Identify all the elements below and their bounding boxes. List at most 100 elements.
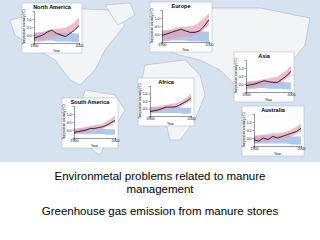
y-axis-title: Temperature anomaly (°C)	[62, 104, 66, 139]
y-tick: 0.0	[239, 83, 246, 87]
x-tick: 2000	[188, 116, 196, 121]
x-axis-title: Year	[265, 98, 273, 102]
tick-label: 2000	[76, 44, 84, 48]
x-axis-title: Year	[53, 49, 61, 53]
x-axis: 1900 2000	[71, 138, 120, 143]
model-band	[246, 66, 291, 89]
tick-label: 2000	[298, 147, 306, 151]
inset-background	[234, 52, 294, 102]
y-axis: 0.0 0.5 1.0	[239, 61, 247, 93]
tick-label: 2000	[188, 117, 196, 121]
y-axis: 0.00.51.0	[155, 11, 163, 43]
tick-mark	[253, 138, 255, 139]
observed-line	[162, 20, 209, 36]
tick-label: 0.0	[239, 83, 244, 87]
x-axis: 1900 2000	[159, 42, 214, 47]
x-axis-title: Year	[91, 144, 99, 148]
axis-line	[75, 139, 116, 140]
chart-title: Europe	[172, 3, 191, 9]
observed-line	[246, 71, 291, 85]
plot-marks	[254, 124, 301, 145]
y-axis: 0.00.51.0	[27, 12, 35, 44]
y-axis: 0.00.51.0	[67, 107, 75, 139]
observed-line	[74, 120, 115, 132]
inset-chart: Europe 0.00.51.01900 2000 Year Temperature a…	[150, 2, 213, 52]
y-axis-title: Temperature anomaly (°C)	[242, 112, 246, 147]
inset-background	[22, 3, 82, 53]
tick-label: 0.5	[67, 121, 72, 125]
tick-label: 1900	[251, 147, 259, 151]
plot-marks	[34, 17, 79, 42]
slide-subtitle: Greenhouse gas emission from manure stor…	[30, 205, 290, 218]
inset-background	[62, 98, 118, 148]
tick-mark	[253, 122, 255, 123]
tick-label: 1900	[159, 43, 167, 47]
y-tick: 0.5	[247, 129, 254, 133]
x-axis-title: Year	[274, 152, 282, 156]
y-tick: 0.5	[239, 75, 246, 79]
inset-background	[242, 106, 304, 156]
axis-line	[255, 147, 302, 148]
x-axis-title: Year	[182, 48, 190, 52]
y-axis-title: Temperature anomaly (°C)	[234, 58, 238, 93]
inset-chart: Asia 0.0 0.5 1.0 1900 2000 Year Temperature ano…	[234, 52, 295, 102]
y-axis-title: Temperature anomaly (°C)	[22, 9, 26, 44]
tick-label: 1.0	[27, 18, 32, 22]
y-tick: 0.5	[67, 121, 74, 125]
x-tick: 1900	[71, 138, 79, 143]
tick-label: 0.0	[143, 107, 148, 111]
y-tick: 1.0	[247, 121, 254, 125]
chart-title: North America	[33, 4, 72, 10]
tick-mark	[73, 130, 75, 131]
x-axis: 1900 2000	[31, 43, 84, 48]
tick-label: 1.0	[247, 121, 252, 125]
inset-background	[138, 78, 194, 126]
tick-label: 1.0	[67, 113, 72, 117]
chart-title: Asia	[258, 53, 271, 59]
continents	[10, 3, 310, 155]
plot-marks	[162, 13, 209, 42]
land	[105, 3, 135, 25]
plot-marks	[150, 94, 191, 114]
axis-line	[161, 11, 163, 43]
x-tick: 1900	[251, 146, 259, 151]
tick-label: 2000	[206, 43, 214, 47]
x-tick: 1900	[147, 116, 155, 121]
y-tick: 0.0	[247, 137, 254, 141]
tick-label: 0.0	[27, 34, 32, 38]
tick-label: 1.0	[239, 67, 244, 71]
tick-label: 0.5	[247, 129, 252, 133]
tick-mark	[149, 101, 151, 102]
x-tick: 1900	[159, 42, 167, 47]
axis-line	[73, 107, 75, 139]
x-tick: 2000	[288, 92, 296, 97]
axis-line	[253, 115, 255, 147]
model-band	[34, 17, 79, 41]
tick-mark	[161, 26, 163, 27]
tick-label: 0.0	[247, 137, 252, 141]
model-band	[162, 13, 209, 40]
y-axis: 0.0 0.5 1.0	[247, 115, 255, 147]
x-tick: 1900	[243, 92, 251, 97]
observed-line	[254, 128, 301, 141]
tick-mark	[161, 34, 163, 35]
axis-line	[245, 61, 247, 93]
slide-canvas: North America0.00.51.019002000YearTemper…	[0, 0, 320, 240]
inset-background	[150, 2, 212, 52]
y-tick: 1.0	[239, 67, 246, 71]
y-axis-title: Temperature anomaly (°C)	[150, 8, 154, 43]
chart-title: Africa	[158, 79, 175, 85]
tick-label: 2000	[112, 139, 120, 143]
inset-chart: Australia0.00.51.019002000YearTemperatur…	[242, 106, 305, 156]
tick-label: 0.5	[239, 75, 244, 79]
y-tick: 1.0	[27, 18, 34, 22]
model-band	[254, 124, 301, 144]
y-axis: 0.00.51.0	[143, 87, 151, 117]
axis-line	[33, 12, 35, 44]
inset-chart: North America 0.00.51.01900 2000 Year Temper…	[22, 3, 83, 53]
observed-line	[34, 25, 79, 38]
x-tick: 1900	[31, 43, 39, 48]
x-axis-title: Year	[167, 122, 175, 126]
x-axis: 1900 2000	[243, 92, 296, 97]
y-tick: 1.0	[143, 92, 150, 96]
